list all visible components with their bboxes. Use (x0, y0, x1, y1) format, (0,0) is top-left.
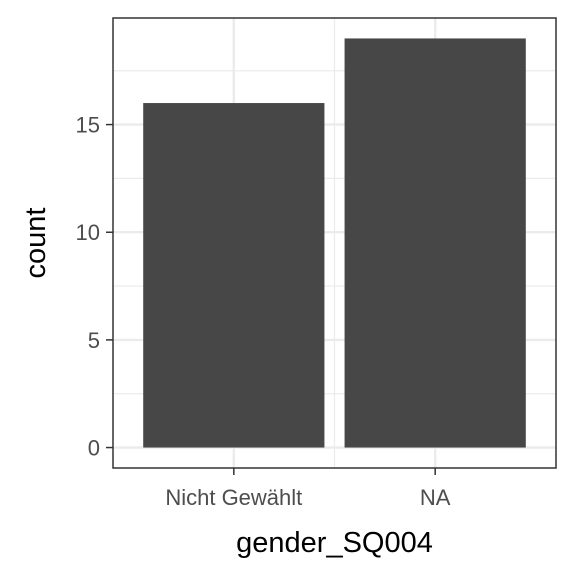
panel-border (112, 17, 557, 469)
bar (143, 103, 325, 448)
y-axis: 0 5 10 15 (76, 113, 113, 461)
x-tick-label: NA (420, 485, 451, 510)
y-tick-label: 0 (88, 436, 100, 461)
bars (143, 38, 526, 448)
y-tick-label: 5 (88, 328, 100, 353)
x-axis-title: gender_SQ004 (236, 527, 433, 559)
y-tick-label: 15 (76, 113, 100, 138)
y-axis-title: count (20, 208, 52, 279)
y-tick-label: 10 (76, 220, 100, 245)
x-axis: Nicht Gewählt NA (165, 468, 451, 510)
x-tick-label: Nicht Gewählt (165, 485, 302, 510)
bar (344, 38, 526, 448)
